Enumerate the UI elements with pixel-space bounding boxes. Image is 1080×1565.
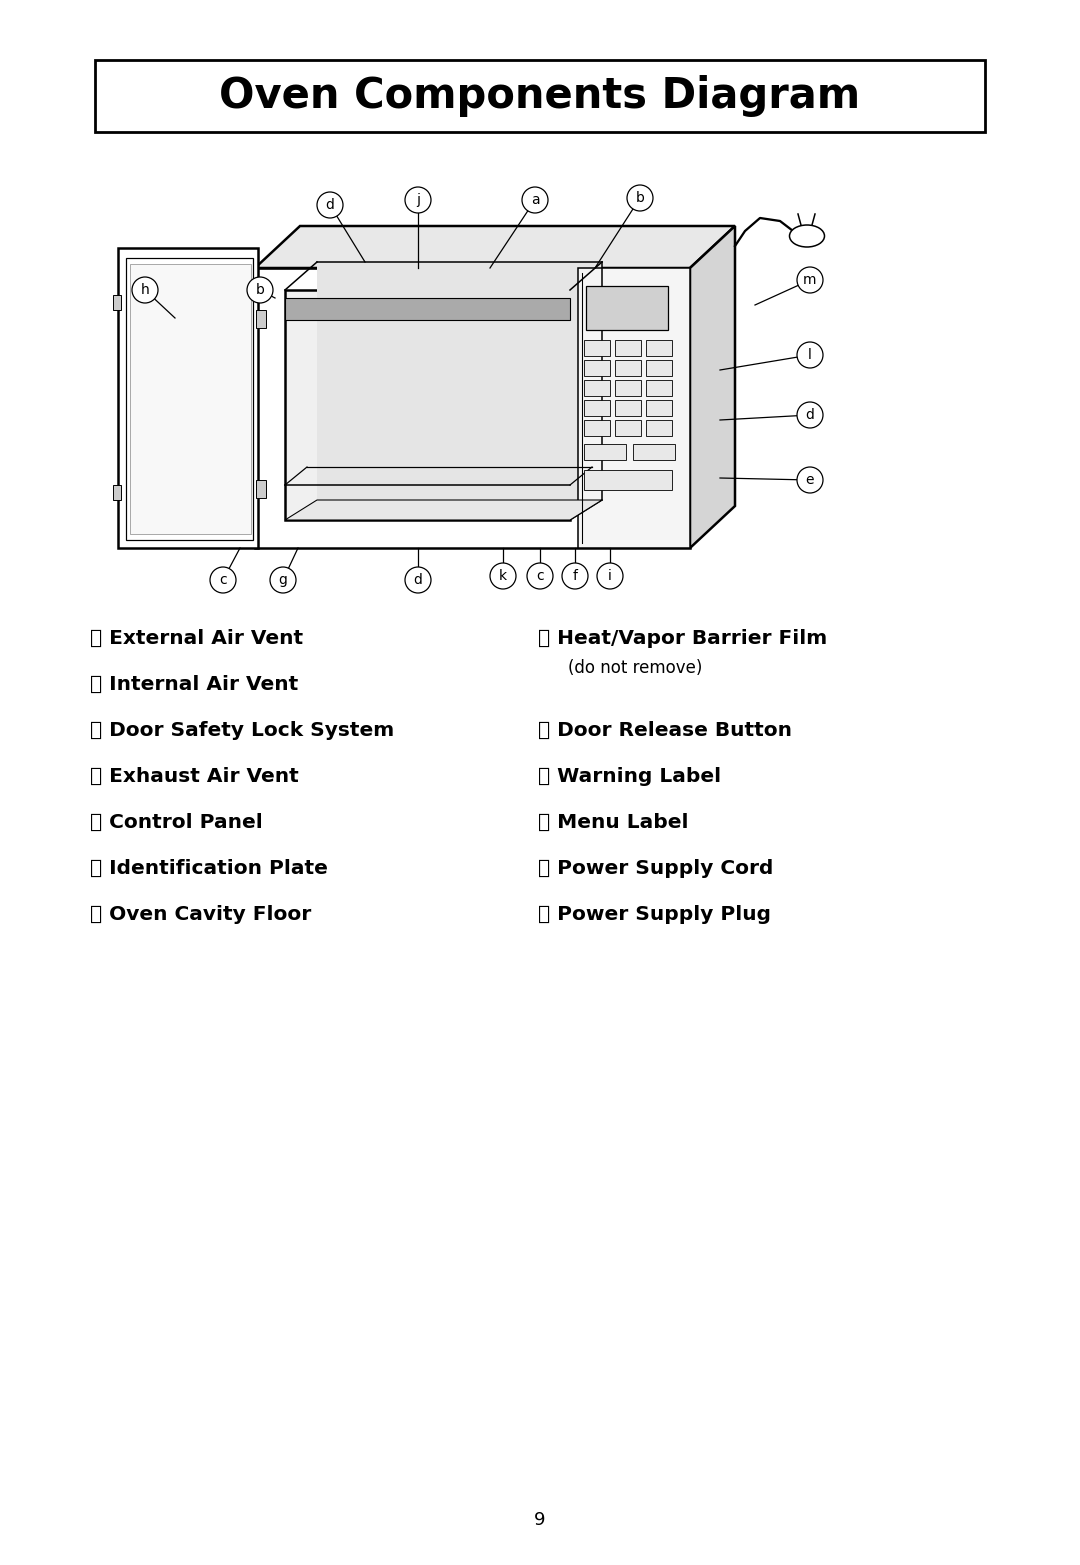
Bar [285,297,570,319]
Bar [584,360,610,376]
Bar [113,294,121,310]
Bar [95,59,985,131]
Polygon shape [255,225,735,268]
Circle shape [490,563,516,588]
Text: ⓙ Warning Label: ⓙ Warning Label [538,767,721,786]
Text: e: e [806,473,814,487]
Circle shape [247,277,273,304]
Text: ⓖ Oven Cavity Floor: ⓖ Oven Cavity Floor [90,905,311,923]
Text: h: h [140,283,149,297]
Text: j: j [416,192,420,207]
Polygon shape [690,225,735,548]
Text: i: i [608,570,612,584]
Circle shape [797,402,823,427]
Bar [584,470,672,490]
Text: ⓛ Power Supply Cord: ⓛ Power Supply Cord [538,859,773,878]
Circle shape [318,192,343,218]
Text: d: d [806,408,814,423]
Bar [256,310,266,329]
Circle shape [527,563,553,588]
Circle shape [562,563,588,588]
Circle shape [522,186,548,213]
Text: ⓓ Exhaust Air Vent: ⓓ Exhaust Air Vent [90,767,299,786]
Text: b: b [635,191,645,205]
Text: d: d [325,199,335,211]
Bar [255,268,690,548]
Text: Oven Components Diagram: Oven Components Diagram [219,75,861,117]
Text: ⓔ Control Panel: ⓔ Control Panel [90,812,262,831]
Circle shape [405,567,431,593]
Circle shape [270,567,296,593]
Text: ⓐ External Air Vent: ⓐ External Air Vent [90,629,303,648]
Bar [646,340,672,355]
Bar [633,444,675,460]
Bar [584,401,610,416]
Text: a: a [530,192,539,207]
Text: k: k [499,570,508,584]
Bar [584,340,610,355]
Text: 9: 9 [535,1510,545,1529]
Bar [118,247,258,548]
Bar [646,401,672,416]
Bar [584,380,610,396]
Text: ⓕ Identification Plate: ⓕ Identification Plate [90,859,328,878]
Text: ⓑ Internal Air Vent: ⓑ Internal Air Vent [90,675,298,693]
Text: b: b [256,283,265,297]
Bar [256,480,266,498]
Bar [113,485,121,499]
Text: ⓘ Door Release Button: ⓘ Door Release Button [538,720,792,740]
Text: c: c [536,570,544,584]
Polygon shape [285,499,602,520]
Ellipse shape [789,225,824,247]
Text: ⓗ Heat/Vapor Barrier Film: ⓗ Heat/Vapor Barrier Film [538,629,827,648]
Bar [578,268,690,548]
Bar [584,419,610,437]
Text: (do not remove): (do not remove) [568,659,702,678]
Circle shape [797,466,823,493]
Bar [586,286,669,330]
Bar [646,360,672,376]
Text: ⓜ Power Supply Plug: ⓜ Power Supply Plug [538,905,771,923]
Text: l: l [808,347,812,362]
Bar [285,290,570,520]
Circle shape [132,277,158,304]
Bar [584,444,625,460]
Text: c: c [219,573,227,587]
Bar [615,401,642,416]
Bar [130,264,251,534]
Text: d: d [414,573,422,587]
Bar [615,380,642,396]
Circle shape [797,268,823,293]
Circle shape [405,186,431,213]
Bar [126,258,253,540]
Bar [615,340,642,355]
Text: ⓚ Menu Label: ⓚ Menu Label [538,812,689,831]
Bar [646,419,672,437]
Bar [318,261,602,499]
Circle shape [627,185,653,211]
Circle shape [210,567,237,593]
Circle shape [597,563,623,588]
Text: ⓒ Door Safety Lock System: ⓒ Door Safety Lock System [90,720,394,740]
Bar [646,380,672,396]
Text: m: m [804,272,816,286]
Circle shape [797,343,823,368]
Text: g: g [279,573,287,587]
Text: f: f [572,570,578,584]
Bar [615,419,642,437]
Bar [615,360,642,376]
